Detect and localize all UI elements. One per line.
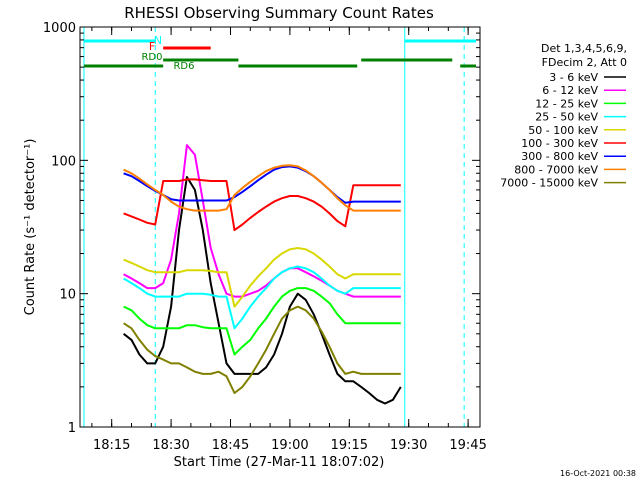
legend-label-7: 800 - 7000 keV: [514, 163, 598, 176]
legend-header-line-1: Det 1,3,4,5,6,9,: [541, 42, 627, 55]
legend-label-5: 100 - 300 keV: [521, 137, 598, 150]
legend-label-1: 6 - 12 keV: [542, 84, 598, 97]
y-tick-label: 100: [51, 154, 76, 169]
x-tick-label: 19:15: [331, 438, 368, 453]
x-tick-label: 19:30: [390, 438, 427, 453]
state-label-f: F: [149, 40, 155, 53]
state-label-rd0: RD0: [141, 52, 162, 63]
y-tick-label: 1: [68, 421, 76, 436]
series-lines: [122, 144, 402, 405]
state-label-rd6: RD6: [173, 61, 194, 72]
series-line-7: [123, 164, 401, 212]
y-axis-label: Count Rate (s⁻¹ detector⁻¹): [23, 139, 38, 316]
legend-label-3: 25 - 50 keV: [535, 111, 598, 124]
x-tick-label: 19:45: [449, 438, 486, 453]
plot-frame: [79, 26, 481, 428]
footer-timestamp: 16-Oct-2021 00:38: [560, 469, 636, 478]
legend-header-line-2: FDecim 2, Att 0: [542, 56, 627, 69]
x-tick-label: 18:15: [93, 438, 130, 453]
legend-label-8: 7000 - 15000 keV: [500, 177, 598, 190]
legend-label-6: 300 - 800 keV: [521, 150, 598, 163]
series-line-8: [123, 305, 401, 394]
series-line-0: [122, 176, 402, 405]
series-line-4: [123, 247, 401, 308]
series-line-1: [123, 144, 401, 298]
state-label-n: N: [154, 34, 162, 47]
x-tick-label: 18:45: [212, 438, 249, 453]
x-tick-label: 18:30: [152, 438, 189, 453]
series-line-5: [123, 178, 401, 232]
legend-label-4: 50 - 100 keV: [528, 124, 598, 137]
series-line-3: [123, 265, 401, 330]
axis-ticks: 18:15 18:30 18:45 19:00 19:15 19:30 19:45 1 10 10…: [43, 21, 487, 453]
x-tick-label: 19:00: [271, 438, 308, 453]
series-line-6: [123, 165, 401, 204]
legend-label-2: 12 - 25 keV: [535, 97, 598, 110]
x-axis-label: Start Time (27-Mar-11 18:07:02): [174, 455, 385, 470]
y-tick-label: 1000: [43, 21, 76, 36]
legend-label-0: 3 - 6 keV: [549, 71, 598, 84]
series-line-2: [123, 287, 401, 356]
chart-title: RHESSI Observing Summary Count Rates: [124, 4, 434, 22]
y-tick-label: 10: [59, 288, 76, 303]
